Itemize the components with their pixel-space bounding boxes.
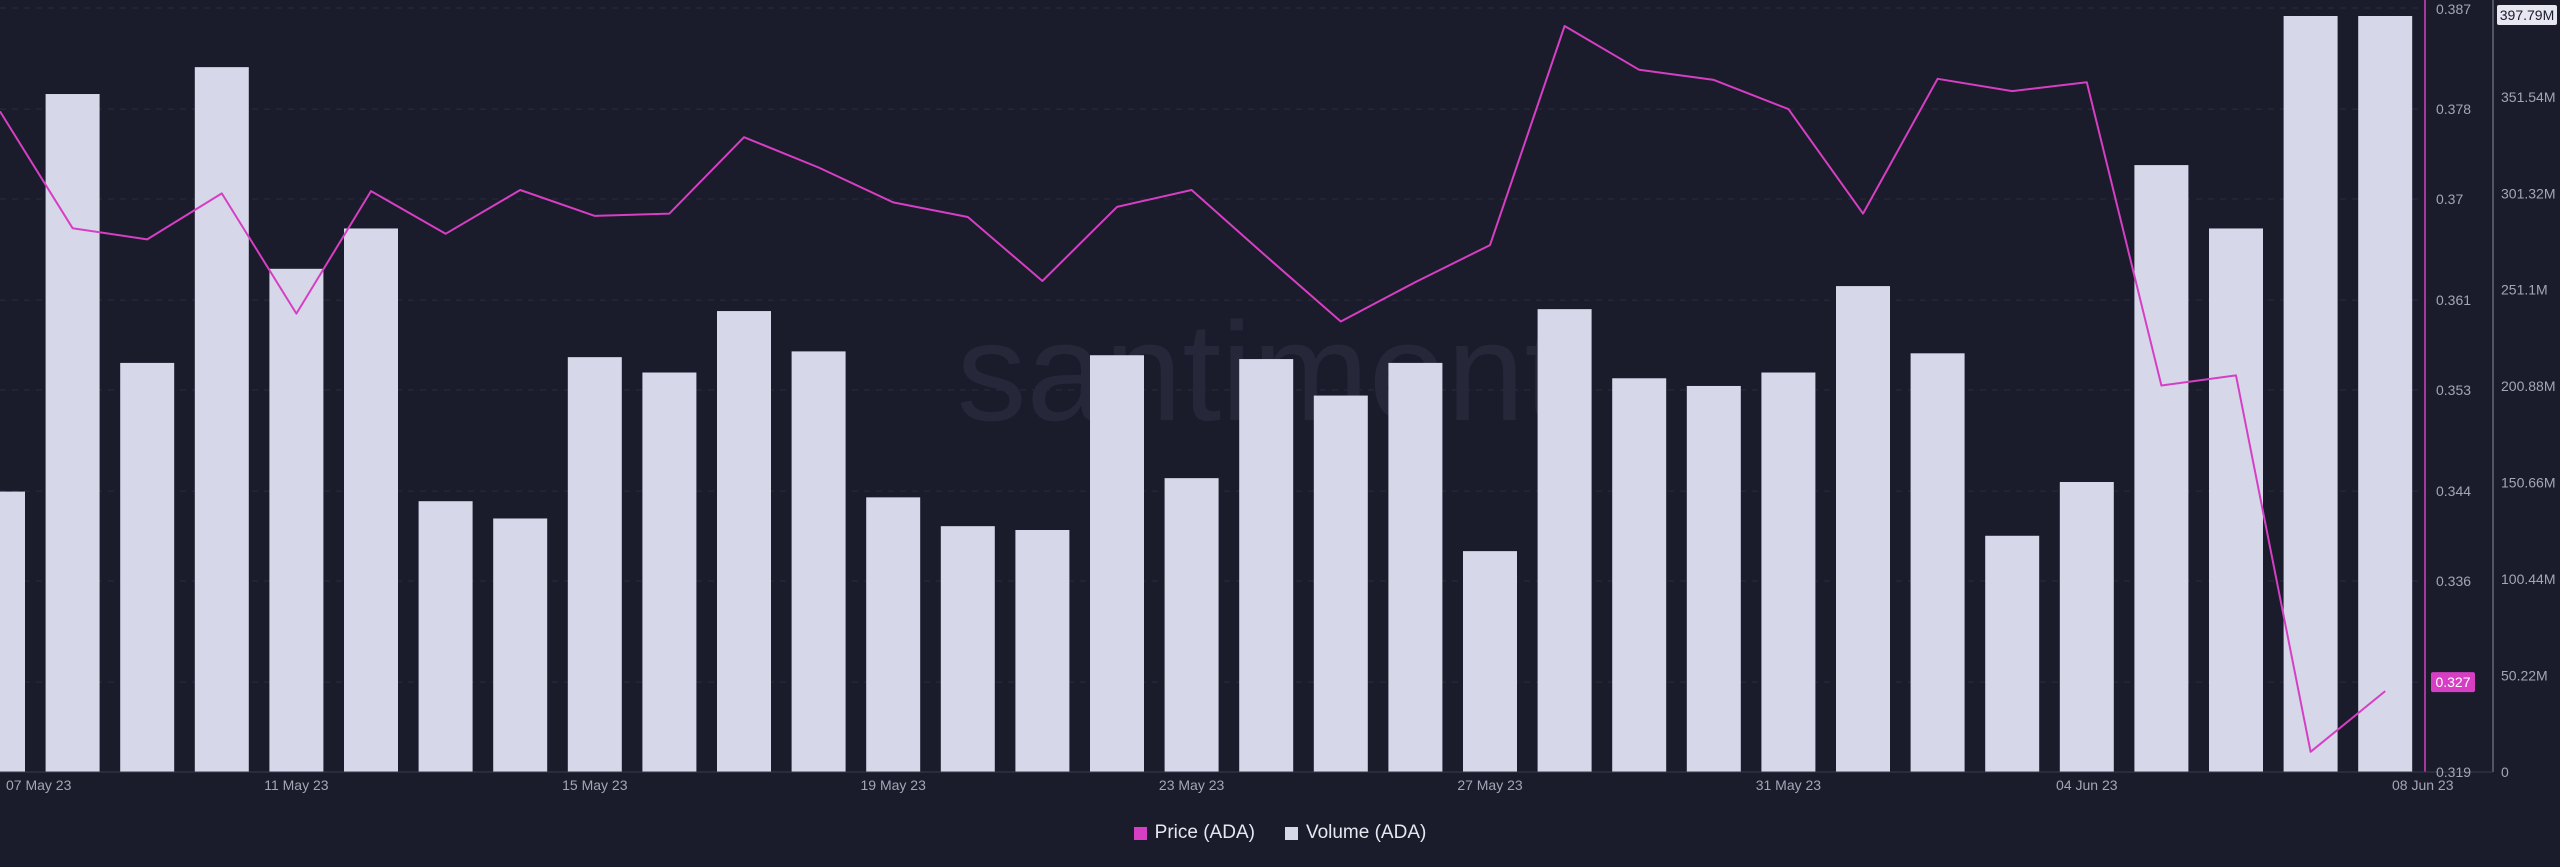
x-tick-label: 11 May 23	[264, 777, 329, 793]
volume-bar[interactable]	[120, 362, 175, 772]
price-tick-label: 0.344	[2436, 483, 2471, 499]
x-tick-label: 31 May 23	[1756, 777, 1822, 793]
volume-bar[interactable]	[269, 268, 324, 772]
volume-bar[interactable]	[791, 351, 846, 772]
volume-tick-label: 301.32M	[2501, 185, 2555, 201]
volume-bar[interactable]	[418, 501, 473, 772]
volume-bar[interactable]	[493, 518, 548, 772]
volume-bar[interactable]	[2134, 165, 2189, 773]
volume-bar[interactable]	[45, 94, 100, 773]
volume-tick-label: 150.66M	[2501, 475, 2555, 491]
volume-bar[interactable]	[940, 526, 995, 772]
volume-tick-label: 50.22M	[2501, 668, 2548, 684]
volume-tick-label: 351.54M	[2501, 89, 2555, 105]
price-swatch-icon	[1133, 826, 1147, 840]
x-axis-labels: 07 May 23 11 May 23 15 May 23 19 May 23 23 M…	[6, 777, 2454, 793]
volume-bar[interactable]	[2283, 16, 2338, 772]
volume-tick-label: 200.88M	[2501, 378, 2555, 394]
volume-bar[interactable]	[1985, 535, 2040, 772]
legend-price-label: Price (ADA)	[1154, 822, 1255, 843]
x-tick-label: 08 Jun 23	[2392, 777, 2454, 793]
chart-legend: Price (ADA) Volume (ADA)	[0, 818, 2560, 848]
price-tick-label: 0.387	[2436, 1, 2471, 17]
price-tick-label: 0.353	[2436, 382, 2471, 398]
price-tick-label: 0.319	[2436, 764, 2471, 780]
volume-swatch-icon	[1284, 826, 1298, 840]
volume-bar[interactable]	[0, 491, 25, 772]
volume-axis: 0 50.22M 100.44M 150.66M 200.88M 251.1M 301.32…	[2497, 5, 2557, 780]
volume-bar[interactable]	[1388, 362, 1443, 772]
x-tick-label: 19 May 23	[861, 777, 927, 793]
price-tick-label: 0.378	[2436, 101, 2471, 117]
volume-tick-label: 100.44M	[2501, 571, 2555, 587]
current-price-badge	[2431, 672, 2475, 693]
price-tick-label: 0.336	[2436, 573, 2471, 589]
volume-bar[interactable]	[1761, 372, 1816, 772]
volume-bar[interactable]	[642, 372, 697, 772]
volume-bar[interactable]	[1836, 286, 1890, 772]
volume-bar[interactable]	[717, 311, 771, 772]
legend-item-price[interactable]: Price (ADA)	[1133, 822, 1255, 844]
volume-bar[interactable]	[1015, 530, 1070, 772]
current-volume-label: 397.79M	[2500, 7, 2554, 23]
x-tick-label: 27 May 23	[1457, 777, 1523, 793]
price-line-path[interactable]	[0, 25, 2386, 753]
volume-bar[interactable]	[1612, 378, 1667, 772]
volume-bar[interactable]	[567, 357, 622, 772]
volume-bar[interactable]	[866, 497, 921, 772]
volume-bar[interactable]	[2209, 228, 2263, 772]
legend-item-volume[interactable]: Volume (ADA)	[1284, 822, 1427, 844]
legend-volume-label: Volume (ADA)	[1305, 822, 1427, 843]
current-volume-badge	[2497, 5, 2557, 25]
volume-tick-label: 251.1M	[2501, 282, 2548, 298]
volume-bar[interactable]	[1463, 551, 1517, 772]
volume-bar[interactable]	[2358, 16, 2413, 772]
x-tick-label: 15 May 23	[562, 777, 628, 793]
x-tick-label: 07 May 23	[6, 777, 72, 793]
axes	[0, 0, 2494, 773]
volume-bar[interactable]	[1239, 359, 1294, 772]
price-axis: 0.319 0.327 0.336 0.344 0.353 0.361 0.37 0.378 0…	[2431, 1, 2475, 780]
volume-bar[interactable]	[2059, 481, 2114, 772]
volume-bar[interactable]	[344, 228, 398, 772]
volume-bars	[0, 16, 2413, 773]
volume-bar[interactable]	[1686, 385, 1741, 772]
price-line	[0, 25, 2386, 753]
current-price-label: 0.327	[2435, 674, 2470, 690]
x-tick-label: 04 Jun 23	[2056, 777, 2118, 793]
price-tick-label: 0.361	[2436, 292, 2471, 308]
x-tick-label: 23 May 23	[1159, 777, 1225, 793]
volume-bar[interactable]	[194, 67, 249, 773]
volume-bar[interactable]	[1537, 309, 1592, 772]
volume-tick-label: 0	[2501, 764, 2509, 780]
volume-bar[interactable]	[1313, 395, 1368, 772]
volume-bar[interactable]	[1910, 353, 1965, 772]
volume-bar[interactable]	[1090, 355, 1144, 772]
price-tick-label: 0.37	[2436, 191, 2463, 207]
volume-bar[interactable]	[1164, 478, 1219, 772]
